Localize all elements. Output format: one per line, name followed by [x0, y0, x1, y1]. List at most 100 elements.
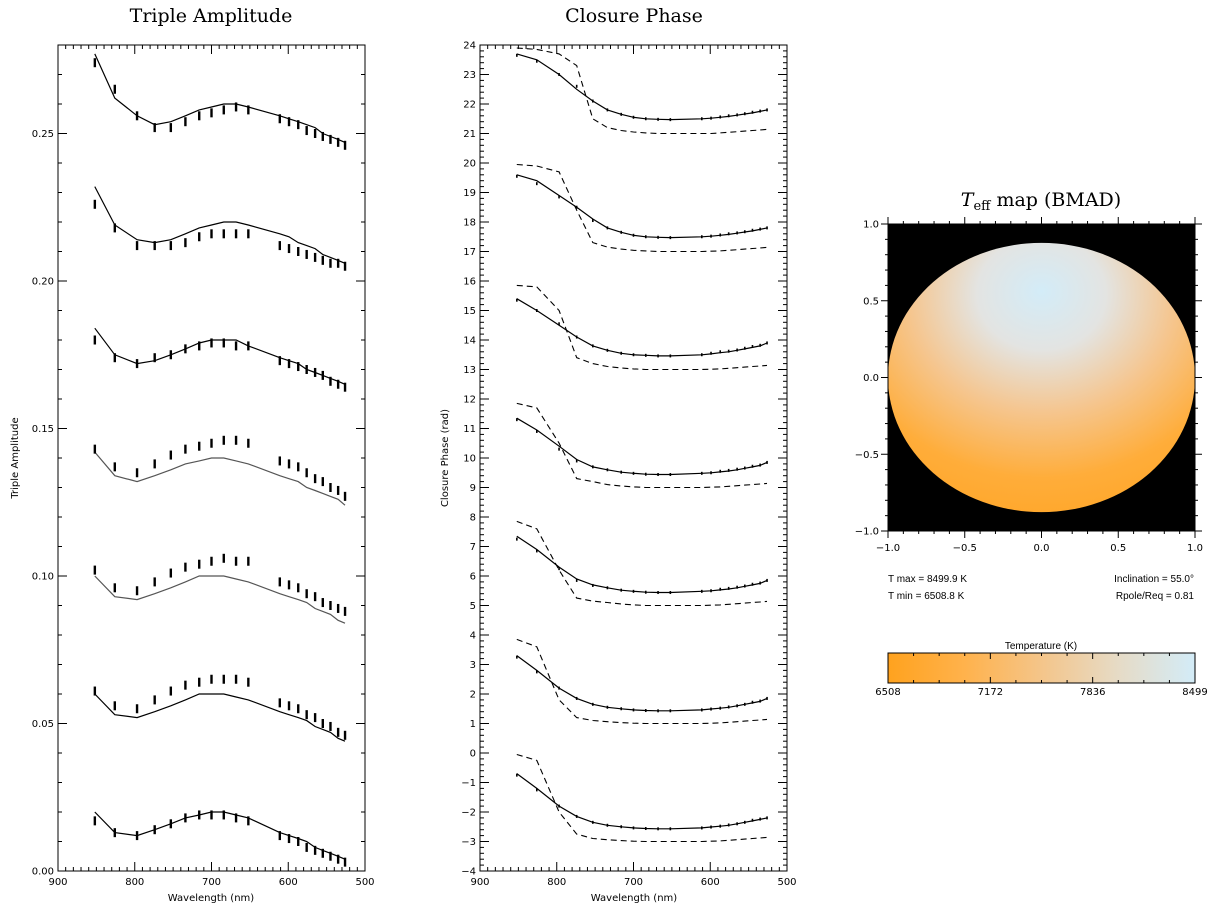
map-x-tick-label: 1.0 [1187, 543, 1203, 554]
colorbar-ticks: 6508 7172 7836 8499 [875, 653, 1208, 698]
series-2 [516, 284, 768, 371]
model-line [94, 575, 346, 624]
series-2 [93, 327, 347, 392]
closure-phase-xlabel: Wavelength (nm) [591, 893, 677, 904]
map-x-tick-label: 0.5 [1110, 543, 1126, 554]
triple-amplitude-series [93, 53, 347, 867]
y-tick-label: 8 [470, 513, 476, 524]
teff-map-ticks [881, 217, 1202, 538]
y-tick-label: 0.20 [32, 277, 54, 288]
map-y-tick-label: 0.0 [863, 373, 879, 384]
teff-map-title-main: T [961, 189, 975, 211]
colorbar-tick-label: 7172 [978, 687, 1003, 698]
x-tick-label: 500 [777, 877, 796, 888]
teff-map-title: Teff map (BMAD) [961, 189, 1121, 214]
y-tick-label: 0.25 [32, 129, 54, 140]
x-tick-label: 700 [624, 877, 643, 888]
x-tick-label: 800 [125, 877, 144, 888]
colorbar-tick-label: 8499 [1182, 687, 1207, 698]
inclination-label: Inclination = 55.0° [1114, 574, 1194, 585]
x-tick-label: 700 [202, 877, 221, 888]
model-line [94, 53, 346, 143]
y-tick-label: −1 [461, 778, 476, 789]
colorbar [887, 652, 1196, 684]
closure-phase-ticks [479, 44, 788, 872]
closure-phase-series [516, 47, 768, 843]
series-4 [93, 553, 347, 624]
y-tick-label: 10 [463, 454, 476, 465]
y-tick-label: 3 [470, 660, 476, 671]
model-dashed-line [516, 47, 768, 135]
closure-phase-panel: Closure Phase 900 800 700 600 500−4−3−2−1012… [440, 5, 797, 904]
y-tick-label: 14 [463, 336, 476, 347]
series-3 [93, 435, 347, 506]
y-tick-label: 9 [470, 483, 476, 494]
triple-amplitude-panel: Triple Amplitude 900 800 700 600 500 0.00 0.05… [10, 5, 375, 904]
model-dashed-line [516, 402, 768, 489]
map-y-tick-label: 0.5 [863, 296, 879, 307]
closure-phase-frame [479, 44, 788, 872]
x-tick-label: 600 [279, 877, 298, 888]
model-line [94, 451, 346, 506]
y-tick-label: 23 [463, 70, 476, 81]
model-line [516, 535, 768, 594]
series-1 [516, 163, 768, 253]
map-x-tick-label: −1.0 [876, 543, 900, 554]
colorbar-title: Temperature (K) [1005, 641, 1077, 652]
x-tick-label: 900 [48, 877, 67, 888]
y-tick-label: 6 [470, 572, 476, 583]
y-tick-label: 0.00 [32, 867, 54, 878]
y-tick-label: 12 [463, 395, 476, 406]
model-line [516, 773, 768, 830]
teff-map-panel: Teff map (BMAD) −1.0 −0.5 0.0 0.5 1.0 −1.0 −0.… [855, 189, 1208, 698]
model-line [94, 327, 346, 385]
y-tick-label: −2 [461, 808, 476, 819]
y-tick-label: 2 [470, 690, 476, 701]
x-tick-label: 900 [470, 877, 489, 888]
y-tick-label: 18 [463, 218, 476, 229]
x-tick-label: 600 [701, 877, 720, 888]
y-tick-label: 1 [470, 719, 476, 730]
model-line [516, 174, 768, 239]
model-line [94, 811, 346, 860]
series-1 [93, 186, 347, 271]
model-dashed-line [516, 638, 768, 725]
colorbar-tick-label: 7836 [1080, 687, 1105, 698]
t-max-label: T max = 8499.9 K [888, 574, 967, 585]
model-line [94, 693, 346, 742]
series-4 [516, 520, 768, 607]
teff-map-title-rest: map (BMAD) [990, 189, 1121, 211]
series-6 [516, 753, 768, 843]
y-tick-label: 5 [470, 601, 476, 612]
model-dashed-line [516, 753, 768, 843]
y-tick-label: 0.15 [32, 424, 54, 435]
colorbar-tick-label: 6508 [875, 687, 900, 698]
y-tick-label: 15 [463, 306, 476, 317]
y-tick-label: 0.05 [32, 719, 54, 730]
model-dashed-line [516, 520, 768, 607]
t-min-label: T min = 6508.8 K [888, 591, 965, 602]
y-tick-label: 7 [470, 542, 476, 553]
y-tick-label: −3 [461, 837, 476, 848]
y-tick-label: 11 [463, 424, 476, 435]
y-tick-label: 21 [463, 129, 476, 140]
star-surface [888, 242, 1195, 513]
triple-amplitude-ticks [57, 44, 366, 872]
triple-amplitude-tick-labels: 900 800 700 600 500 0.00 0.05 0.10 0.15 0.20 0.25 [32, 129, 375, 888]
map-y-tick-label: −1.0 [855, 527, 879, 538]
y-tick-label: 13 [463, 365, 476, 376]
model-line [94, 186, 346, 264]
y-tick-label: 0 [470, 749, 476, 760]
y-tick-label: 20 [463, 159, 476, 170]
series-0 [93, 53, 347, 150]
y-tick-label: −4 [461, 867, 476, 878]
y-tick-label: 24 [463, 41, 476, 52]
closure-phase-title: Closure Phase [565, 5, 703, 27]
map-y-tick-label: 1.0 [863, 220, 879, 231]
y-tick-label: 4 [470, 631, 476, 642]
rpole-req-label: Rpole/Req = 0.81 [1116, 591, 1195, 602]
teff-map-tick-labels: −1.0 −0.5 0.0 0.5 1.0 −1.0 −0.5 0.0 0.5 1.0 [855, 220, 1203, 555]
triple-amplitude-ylabel: Triple Amplitude [10, 417, 21, 499]
y-tick-label: 0.10 [32, 572, 54, 583]
